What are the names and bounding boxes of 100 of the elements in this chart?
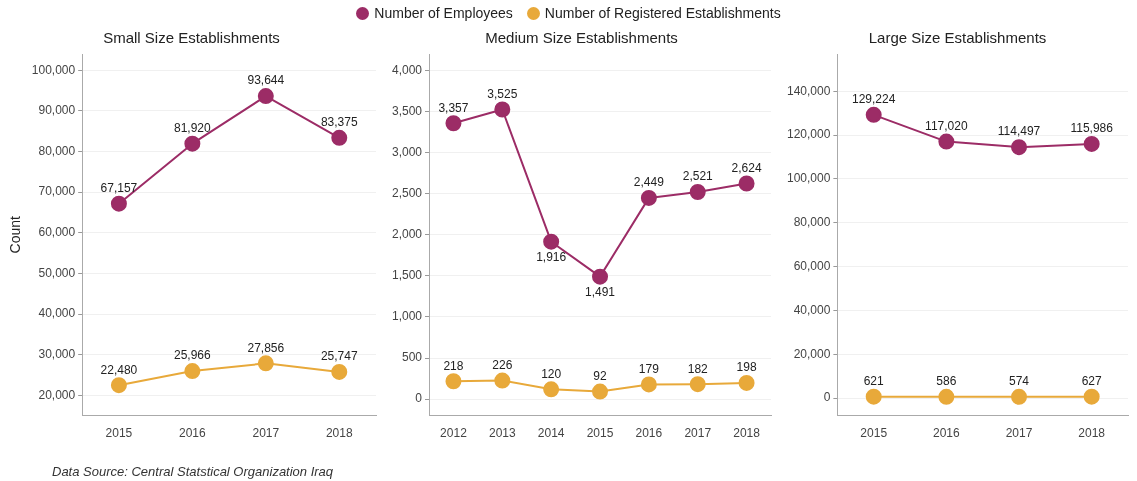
x-tick-label: 2015 — [586, 426, 614, 441]
x-tick-label: 2016 — [635, 426, 663, 441]
data-label: 67,157 — [100, 181, 138, 195]
y-tick-label: 2,000 — [392, 227, 423, 242]
data-label: 115,986 — [1070, 121, 1114, 136]
y-tick-label: 60,000 — [38, 225, 76, 240]
point — [331, 363, 348, 380]
x-tick-label: 2018 — [1078, 426, 1106, 441]
point — [1011, 388, 1028, 405]
data-label: 114,497 — [997, 124, 1041, 139]
point — [543, 233, 560, 250]
data-label: 83,375 — [320, 115, 358, 130]
x-tick-label: 2018 — [733, 426, 761, 441]
data-label: 621 — [863, 374, 885, 389]
point — [331, 129, 348, 146]
point — [689, 376, 706, 393]
data-label: 198 — [736, 360, 757, 375]
y-tick-label: 60,000 — [793, 258, 831, 273]
point — [184, 135, 201, 152]
data-label: 226 — [492, 357, 513, 372]
data-label: 81,920 — [174, 121, 212, 136]
x-tick-label: 2013 — [488, 426, 516, 441]
x-tick-label: 2012 — [440, 426, 468, 441]
y-tick-label: 40,000 — [793, 302, 831, 317]
point — [445, 373, 462, 390]
point — [445, 115, 462, 132]
chart-title: Large Size Establishments — [868, 29, 1047, 47]
y-tick-label: 500 — [402, 350, 423, 365]
data-label: 120 — [541, 366, 562, 381]
point — [938, 388, 955, 405]
y-tick-label: 30,000 — [38, 346, 76, 361]
x-tick-label: 2017 — [1005, 426, 1033, 441]
y-tick-label: 80,000 — [793, 215, 831, 230]
point — [257, 355, 274, 372]
x-tick-label: 2016 — [179, 426, 207, 441]
point — [592, 268, 609, 285]
y-axis-title: Count — [7, 216, 24, 254]
data-label: 93,644 — [247, 73, 285, 88]
point — [592, 383, 609, 400]
data-label: 27,856 — [247, 340, 285, 355]
point — [938, 133, 955, 150]
x-tick-label: 2018 — [325, 426, 353, 441]
data-label: 574 — [1009, 374, 1030, 389]
data-label: 3,525 — [487, 86, 518, 101]
point — [738, 374, 755, 391]
legend-label: Number of Employees — [374, 5, 513, 21]
y-tick-label: 0 — [415, 391, 423, 406]
point — [1083, 135, 1100, 152]
data-label: 2,521 — [682, 169, 714, 184]
data-label: 1,916 — [536, 250, 567, 265]
x-tick-label: 2015 — [105, 426, 133, 441]
x-tick-label: 2017 — [252, 426, 280, 441]
y-tick-label: 1,500 — [392, 268, 423, 283]
data-label: 129,224 — [852, 92, 896, 107]
legend-label: Number of Registered Establishments — [544, 5, 781, 21]
y-tick-label: 50,000 — [38, 265, 76, 280]
y-tick-label: 90,000 — [38, 103, 76, 118]
y-tick-label: 40,000 — [38, 306, 76, 321]
y-tick-label: 3,000 — [392, 144, 423, 159]
point — [257, 88, 274, 105]
point — [689, 183, 706, 200]
point — [865, 106, 882, 123]
y-tick-label: 1,000 — [392, 309, 423, 324]
data-label: 627 — [1081, 374, 1102, 389]
data-label: 2,624 — [731, 160, 762, 175]
x-tick-label: 2015 — [860, 426, 888, 441]
y-tick-label: 2,500 — [392, 186, 423, 201]
y-tick-label: 100,000 — [786, 171, 831, 186]
point — [543, 381, 560, 398]
point — [1011, 139, 1028, 156]
data-label: 3,357 — [438, 100, 469, 115]
point — [1083, 388, 1100, 405]
x-tick-label: 2017 — [684, 426, 712, 441]
data-label: 218 — [443, 358, 464, 373]
y-tick-label: 3,500 — [392, 103, 423, 118]
y-tick-label: 70,000 — [38, 184, 76, 199]
point — [640, 189, 657, 206]
point — [865, 388, 882, 405]
source-note: Data Source: Central Statstical Organization Iraq — [52, 464, 334, 479]
data-label: 22,480 — [100, 362, 138, 377]
y-tick-label: 20,000 — [38, 387, 76, 402]
data-label: 117,020 — [925, 118, 968, 133]
point — [110, 377, 127, 394]
data-label: 179 — [638, 361, 660, 376]
point — [494, 372, 511, 389]
y-tick-label: 0 — [823, 390, 831, 405]
data-label: 586 — [936, 374, 957, 389]
data-label: 2,449 — [633, 175, 665, 190]
y-tick-label: 100,000 — [31, 62, 76, 77]
y-tick-label: 120,000 — [786, 127, 831, 142]
y-tick-label: 20,000 — [793, 346, 831, 361]
x-tick-label: 2016 — [933, 426, 961, 441]
point — [640, 376, 657, 393]
point — [110, 195, 127, 212]
chart-title: Small Size Establishments — [103, 29, 280, 47]
chart-title: Medium Size Establishments — [485, 29, 678, 47]
data-label: 92 — [593, 368, 608, 383]
data-label: 182 — [687, 361, 709, 376]
data-label: 25,747 — [320, 349, 358, 364]
data-label: 25,966 — [174, 348, 212, 363]
